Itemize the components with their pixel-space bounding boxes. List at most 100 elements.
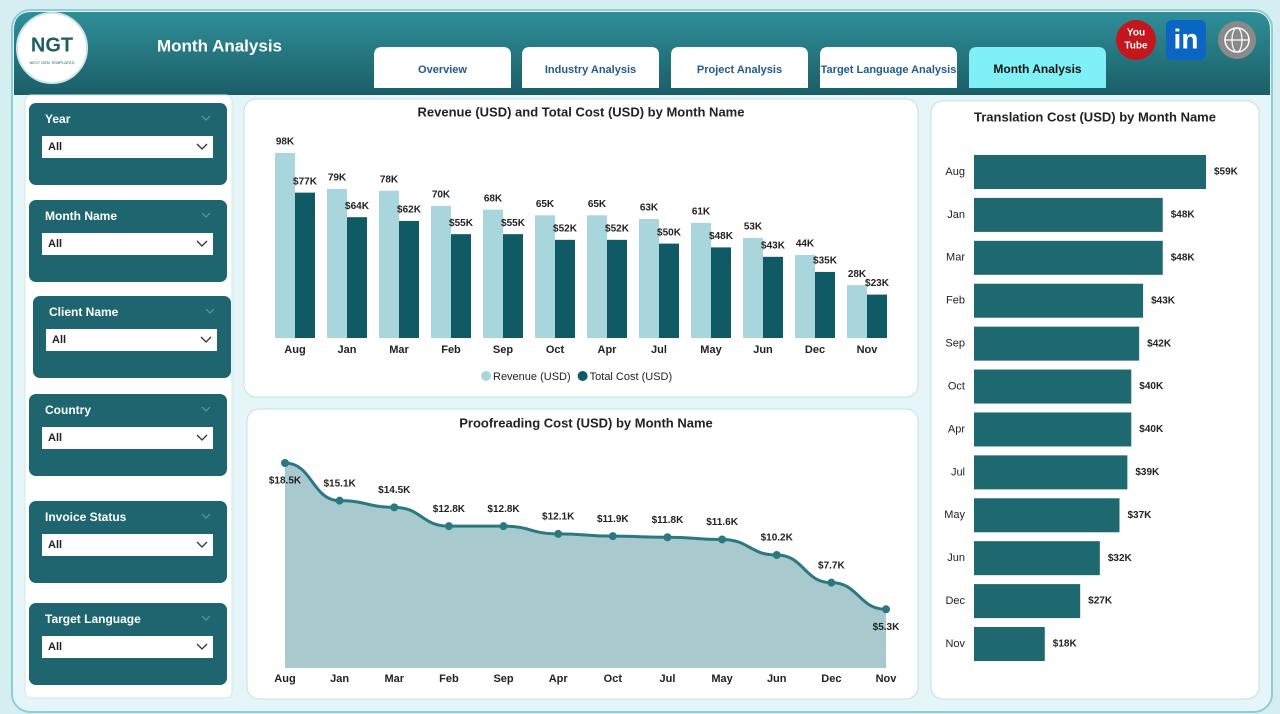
bar	[659, 243, 679, 338]
area	[285, 463, 886, 668]
youtube-text: You	[1127, 28, 1145, 39]
tab[interactable]	[671, 47, 808, 88]
chart-title: Translation Cost (USD) by Month Name	[974, 109, 1216, 124]
logo-text: NGT	[31, 34, 73, 56]
logo-tagline: NEXT GEN TEMPLATES	[30, 60, 75, 65]
dropdown[interactable]	[42, 233, 213, 255]
x-tick-label: Feb	[441, 344, 461, 356]
bar	[974, 155, 1206, 189]
point	[499, 522, 508, 531]
data-label: 65K	[588, 199, 607, 210]
y-tick-label: Feb	[946, 295, 965, 307]
x-tick-label: Nov	[857, 344, 879, 356]
bar	[347, 217, 367, 338]
bar	[974, 584, 1081, 619]
bar	[974, 369, 1132, 404]
data-label: $48K	[709, 231, 734, 242]
bar	[867, 294, 887, 338]
data-label: $12.1K	[542, 512, 575, 523]
point	[444, 522, 453, 531]
x-tick-label: Mar	[384, 673, 404, 685]
bar	[295, 192, 315, 338]
point	[718, 535, 727, 544]
filter-label: Year	[45, 112, 71, 126]
legend-label: Revenue (USD)	[493, 371, 571, 383]
bar	[974, 240, 1163, 275]
x-tick-label: Sep	[493, 673, 513, 685]
data-label: $7.7K	[818, 560, 845, 571]
chart-title: Proofreading Cost (USD) by Month Name	[459, 415, 713, 430]
chart-title: Revenue (USD) and Total Cost (USD) by Mo…	[418, 104, 745, 119]
page-title: Month Analysis	[157, 36, 282, 55]
bar	[743, 237, 763, 338]
x-tick-label: Apr	[598, 344, 618, 356]
web-icon[interactable]	[1218, 21, 1256, 59]
youtube-icon[interactable]	[1116, 20, 1156, 60]
data-label: 53K	[744, 222, 763, 233]
x-tick-label: Apr	[549, 673, 569, 685]
tab[interactable]	[820, 47, 957, 88]
data-label: $11.8K	[652, 515, 684, 526]
point	[882, 605, 890, 614]
data-label: $62K	[397, 205, 422, 216]
x-tick-label: May	[700, 344, 722, 356]
bar	[451, 234, 471, 338]
data-label: $14.5K	[378, 485, 411, 496]
bar	[815, 271, 835, 338]
data-label: $18K	[1053, 639, 1078, 650]
x-tick-label: Jun	[767, 673, 787, 685]
data-label: $77K	[293, 176, 318, 187]
dropdown-value: All	[48, 141, 62, 153]
collapse-icon	[201, 513, 211, 519]
bar	[711, 247, 731, 338]
tab-bar: Overview Industry Analysis Project Analysi…	[374, 47, 1106, 88]
dropdown[interactable]	[42, 534, 213, 556]
dropdown-value: All	[48, 238, 62, 250]
x-tick-label: Dec	[805, 344, 825, 356]
dropdown[interactable]	[46, 329, 217, 351]
bar	[555, 239, 575, 338]
x-tick-label: Jan	[330, 673, 349, 685]
point	[663, 533, 672, 542]
dropdown-arrow	[196, 143, 208, 150]
y-tick-label: Oct	[948, 380, 965, 392]
data-label: $43K	[761, 240, 786, 251]
data-label: $11.9K	[597, 514, 629, 525]
bar	[974, 412, 1132, 447]
point	[281, 459, 289, 467]
tab[interactable]	[522, 47, 659, 88]
point	[390, 503, 399, 512]
linkedin-icon[interactable]	[1166, 20, 1206, 60]
data-label: 63K	[640, 203, 659, 214]
bar	[503, 234, 523, 338]
data-label: $10.2K	[761, 533, 794, 544]
y-tick-label: Nov	[945, 638, 965, 650]
bar	[399, 220, 419, 338]
dropdown-value: All	[48, 432, 62, 444]
tab[interactable]	[374, 47, 511, 88]
tab[interactable]	[969, 47, 1106, 88]
y-tick-label: Mar	[946, 252, 965, 264]
data-label: 65K	[536, 199, 555, 210]
y-tick-label: Jul	[951, 466, 965, 478]
y-tick-label: Apr	[948, 423, 965, 435]
bar	[974, 498, 1120, 533]
bar	[275, 153, 295, 338]
line	[284, 461, 887, 611]
bar	[974, 541, 1100, 576]
bar	[379, 190, 399, 338]
charts: Revenue (USD) and Total Cost (USD) by Mo…	[269, 104, 1239, 684]
data-label: $59K	[1214, 167, 1239, 178]
x-tick-label: May	[711, 673, 733, 685]
dropdown[interactable]	[42, 136, 213, 158]
tab-label: Industry Analysis	[545, 64, 636, 76]
filter-label: Client Name	[49, 305, 119, 319]
legend-swatch	[481, 371, 491, 381]
dropdown[interactable]	[42, 427, 213, 449]
data-label: $42K	[1147, 338, 1172, 349]
data-label: $43K	[1151, 295, 1176, 306]
bar	[431, 205, 451, 338]
dropdown[interactable]	[42, 636, 213, 658]
dropdown-arrow	[196, 240, 208, 247]
x-tick-label: Jun	[753, 344, 773, 356]
